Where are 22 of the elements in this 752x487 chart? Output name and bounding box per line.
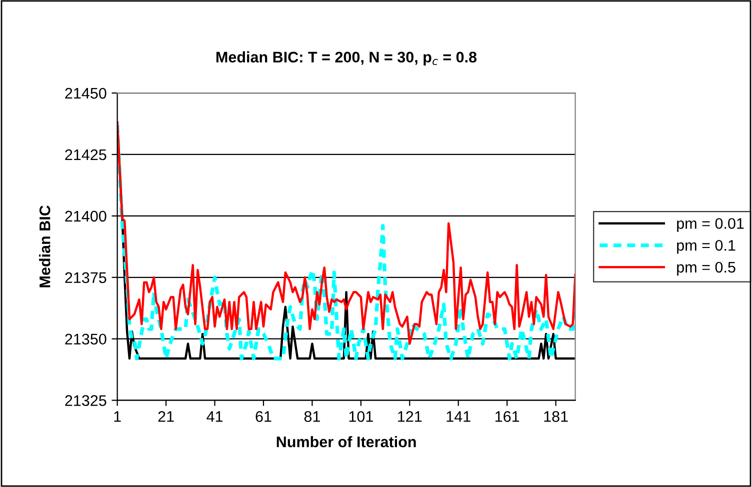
x-tick-label: 181: [544, 411, 568, 422]
legend-label: pm = 0.5: [677, 262, 736, 276]
chart-title: Median BIC: T = 200, N = 30, p$_{c}$ = 0.8: [216, 51, 477, 66]
x-tick-label: 21: [158, 411, 174, 422]
x-axis-title: Number of Iteration: [276, 436, 416, 448]
legend-label: pm = 0.01: [677, 218, 744, 232]
x-tick-label: 41: [206, 411, 223, 422]
y-tick-label: 21350: [65, 334, 106, 345]
y-tick-label: 21325: [65, 395, 106, 406]
y-tick-label: 21450: [65, 88, 106, 99]
y-tick-label: 21425: [65, 149, 106, 160]
x-tick-label: 161: [495, 411, 520, 422]
legend-label: pm = 0.1: [677, 240, 736, 254]
y-axis-title: Median BIC: [39, 205, 50, 288]
y-tick-label: 21400: [65, 210, 106, 222]
x-tick-label: 81: [304, 411, 320, 422]
x-tick-label: 1: [114, 411, 121, 422]
x-tick-label: 101: [349, 411, 373, 422]
y-tick-label: 21375: [65, 272, 106, 284]
x-tick-label: 61: [256, 411, 272, 422]
x-tick-label: 121: [398, 411, 422, 422]
x-tick-label: 141: [446, 411, 470, 422]
